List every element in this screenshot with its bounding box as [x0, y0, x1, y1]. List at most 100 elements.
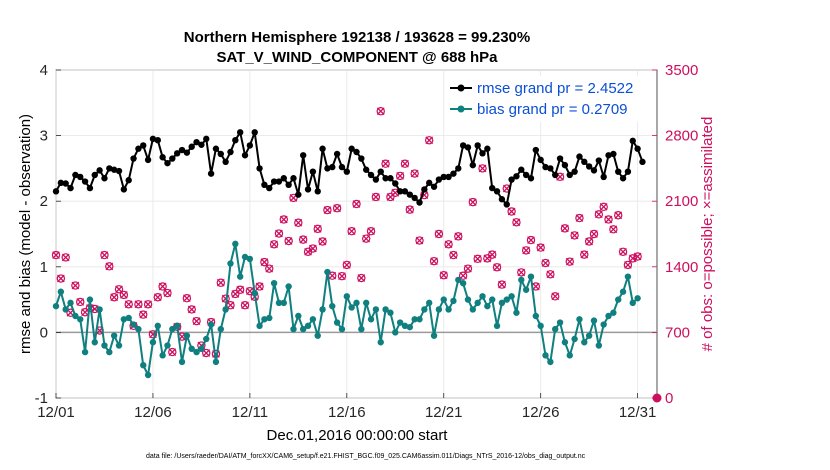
y-tick-label-left: -1	[35, 390, 48, 407]
rmse-point	[634, 145, 641, 152]
rmse-point	[232, 136, 239, 144]
bias-point	[236, 273, 244, 280]
y-ticks-right: 0 700 1400 2100 2800 3500	[652, 62, 698, 407]
bias-point	[203, 335, 210, 343]
obs-assimilated-marker	[522, 246, 530, 255]
obs-assimilated-marker	[444, 240, 453, 249]
bias-point	[348, 304, 355, 311]
obs-possible-marker	[163, 288, 172, 298]
rmse-point	[377, 168, 384, 175]
bias-point	[426, 299, 433, 307]
rmse-point	[149, 135, 157, 143]
obs-assimilated-marker	[561, 224, 569, 233]
rmse-point	[518, 166, 525, 173]
bias-point	[164, 342, 171, 349]
bias-point	[479, 293, 486, 300]
obs-assimilated-marker	[192, 317, 201, 326]
rmse-point	[72, 171, 79, 179]
rmse-point	[314, 188, 321, 195]
rmse-point	[435, 176, 443, 183]
obs-possible-marker	[492, 263, 502, 272]
rmse-point	[513, 173, 520, 180]
obs-assimilated-marker	[628, 254, 637, 263]
obs-assimilated-marker	[255, 282, 264, 291]
obs-possible-marker	[260, 257, 269, 267]
bias-point	[615, 296, 622, 303]
obs-possible-marker	[56, 274, 66, 283]
obs-assimilated-marker	[119, 291, 128, 299]
obs-possible-marker	[105, 262, 114, 271]
obs-series	[51, 107, 662, 403]
obs-possible-marker	[439, 271, 448, 280]
bias-point	[377, 339, 384, 346]
rmse-point	[590, 167, 598, 174]
bias-point	[430, 332, 438, 339]
rmse-point	[193, 138, 200, 146]
footer-data-file: data file: /Users/raeder/DAI/ATM_forcXX/…	[146, 453, 586, 460]
rmse-point	[367, 171, 375, 179]
bias-point	[72, 312, 79, 320]
y-tick-label-left: 0	[40, 324, 48, 341]
bias-point	[81, 348, 89, 356]
rmse-point	[333, 150, 341, 158]
obs-assimilated-marker	[517, 268, 526, 277]
bias-point	[571, 335, 578, 343]
rmse-point	[120, 186, 128, 193]
bias-point	[416, 316, 423, 323]
rmse-point	[440, 173, 447, 181]
bias-point	[96, 306, 103, 313]
obs-assimilated-marker	[410, 169, 419, 178]
bias-point	[251, 289, 258, 297]
legend-box	[445, 76, 645, 122]
bias-point	[600, 321, 607, 328]
bias-point	[304, 322, 312, 330]
rmse-point	[222, 158, 229, 166]
obs-assimilated-marker	[570, 231, 579, 240]
bias-point	[484, 302, 491, 310]
rmse-point	[241, 152, 249, 159]
bias-point	[610, 309, 617, 316]
obs-assimilated-marker	[352, 200, 361, 208]
x-ticks: 12/01 12/06 12/11 12/16 12/21 12/26 12/31	[37, 393, 656, 421]
rmse-point	[542, 163, 549, 171]
bias-point	[285, 283, 292, 290]
rmse-point	[110, 166, 118, 173]
obs-possible-marker	[347, 226, 356, 236]
obs-assimilated-marker	[265, 264, 274, 273]
obs-possible-marker	[565, 257, 574, 266]
rmse-point	[295, 191, 302, 198]
rmse-point	[203, 135, 210, 143]
rmse-point	[270, 178, 278, 185]
bias-point	[556, 319, 564, 326]
obs-assimilated-marker	[614, 211, 623, 220]
obs-possible-marker	[337, 271, 347, 281]
obs-assimilated-marker	[163, 289, 172, 297]
bias-point	[275, 299, 283, 307]
obs-possible-marker	[381, 159, 390, 168]
rmse-point	[615, 168, 622, 175]
rmse-point	[299, 152, 307, 159]
bias-point	[498, 299, 506, 307]
bias-point	[241, 253, 249, 261]
obs-possible-marker	[114, 285, 124, 294]
obs-possible-marker	[468, 197, 478, 207]
obs-assimilated-marker	[367, 227, 375, 236]
obs-possible-marker	[202, 348, 211, 358]
bias-point	[547, 358, 554, 366]
bias-point	[401, 322, 409, 330]
rmse-point	[387, 175, 394, 182]
rmse-point	[140, 142, 147, 149]
obs-assimilated-marker	[464, 264, 472, 273]
rmse-point	[309, 168, 317, 175]
rmse-point	[605, 152, 612, 159]
bias-point	[605, 312, 612, 320]
obs-assimilated-marker	[425, 136, 434, 145]
obs-possible-marker	[560, 224, 570, 233]
obs-possible-marker	[216, 278, 225, 287]
bias-point	[178, 358, 186, 366]
obs-possible-marker	[366, 226, 376, 236]
chart-subtitle: SAT_V_WIND_COMPONENT @ 688 hPa	[216, 49, 498, 66]
obs-assimilated-marker	[580, 250, 589, 259]
rmse-point	[421, 186, 428, 193]
obs-assimilated-marker	[488, 250, 497, 259]
